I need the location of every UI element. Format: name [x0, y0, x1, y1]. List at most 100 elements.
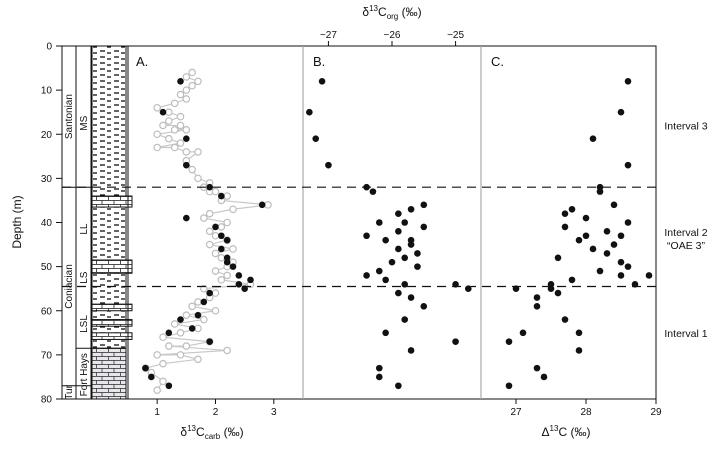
- filled-point: [200, 298, 208, 306]
- open-point: [194, 324, 202, 333]
- open-point: [182, 95, 191, 103]
- x-axis-label-part: (‰): [398, 5, 421, 19]
- x-axis-label-part: C: [378, 5, 387, 19]
- open-point: [182, 73, 191, 81]
- open-point: [176, 112, 185, 121]
- open-point: [211, 267, 220, 275]
- open-point: [176, 90, 185, 99]
- open-point: [200, 284, 208, 293]
- open-point: [159, 359, 167, 368]
- interval-label: Interval 2: [664, 227, 707, 239]
- x-axis-label-part: 13: [550, 424, 559, 433]
- open-point: [205, 209, 214, 218]
- member-label: LL: [79, 223, 90, 235]
- delta-point: [505, 338, 513, 345]
- delta-point: [617, 258, 625, 266]
- filled-point: [165, 382, 173, 390]
- open-point: [200, 315, 208, 324]
- org-point: [375, 219, 383, 226]
- x-axis-label-part: org: [387, 12, 399, 21]
- open-point: [223, 346, 231, 355]
- open-point: [211, 306, 220, 315]
- org-point: [420, 303, 428, 310]
- filled-point: [223, 236, 231, 244]
- org-point: [414, 263, 421, 270]
- x-axis-label-part: C: [196, 425, 205, 439]
- filled-point: [194, 311, 202, 319]
- delta-point: [575, 347, 583, 354]
- open-point: [153, 103, 161, 112]
- open-point: [229, 205, 237, 214]
- filled-point: [183, 135, 190, 142]
- fort-hays-lithology: [91, 347, 127, 400]
- org-point: [407, 205, 415, 213]
- open-point: [153, 386, 161, 394]
- org-point: [382, 236, 389, 244]
- filled-point: [206, 338, 213, 345]
- delta-point: [624, 161, 632, 169]
- filled-point: [177, 316, 184, 323]
- x-axis-label: δ13Ccarb (‰): [180, 424, 243, 441]
- open-point: [223, 271, 231, 280]
- y-tick-label: 20: [41, 130, 53, 141]
- open-point: [176, 139, 185, 147]
- org-point: [318, 78, 326, 85]
- delta-point: [561, 223, 569, 231]
- filled-point: [148, 373, 155, 381]
- filled-point: [247, 276, 254, 284]
- y-tick-label: 80: [41, 395, 53, 406]
- x-axis-label-part: Δ: [542, 425, 550, 439]
- delta-point: [533, 303, 541, 310]
- org-point: [325, 161, 332, 169]
- org-point: [382, 329, 389, 337]
- org-point: [388, 258, 396, 266]
- org-point: [382, 276, 389, 284]
- org-point: [369, 188, 377, 195]
- delta-point: [554, 289, 562, 297]
- org-point: [306, 108, 313, 116]
- filled-point: [229, 263, 237, 270]
- data-marks: [141, 68, 653, 394]
- x-tick-label: 1: [154, 407, 160, 418]
- open-point: [194, 77, 202, 86]
- open-point: [170, 320, 179, 328]
- open-point: [165, 108, 173, 116]
- org-point: [401, 316, 409, 323]
- open-point: [194, 355, 202, 364]
- interval-label: Interval 1: [664, 328, 707, 340]
- open-point: [194, 298, 202, 306]
- member-label: LSL: [79, 315, 90, 333]
- filled-point: [218, 232, 225, 240]
- filled-point: [223, 258, 231, 266]
- x-tick-label: 3: [271, 407, 277, 418]
- open-point: [170, 99, 179, 108]
- y-axis-label: Depth (m): [10, 195, 24, 248]
- y-tick-label: 30: [41, 174, 53, 185]
- open-point: [223, 192, 231, 200]
- open-point: [188, 302, 196, 311]
- filled-point: [159, 108, 167, 116]
- open-point: [211, 231, 220, 240]
- open-point: [176, 121, 185, 130]
- panel-label: A.: [136, 54, 148, 69]
- y-tick-label: 60: [41, 306, 53, 317]
- open-point: [182, 311, 191, 319]
- open-point: [200, 214, 208, 222]
- org-point: [363, 232, 370, 240]
- delta-point: [603, 250, 611, 257]
- filled-point: [212, 223, 219, 231]
- panel-label: B.: [313, 54, 325, 69]
- delta-point: [575, 236, 583, 244]
- open-point: [217, 253, 226, 262]
- delta-point: [603, 228, 611, 235]
- org-point: [395, 228, 402, 235]
- open-point: [182, 342, 191, 350]
- limestone-bed: [91, 319, 133, 327]
- interval-label: Interval 3: [664, 120, 707, 132]
- open-point: [211, 187, 220, 196]
- filled-point: [183, 214, 190, 222]
- open-point: [165, 342, 173, 350]
- open-point: [217, 276, 226, 284]
- filled-point: [206, 183, 213, 191]
- filled-point: [218, 245, 225, 253]
